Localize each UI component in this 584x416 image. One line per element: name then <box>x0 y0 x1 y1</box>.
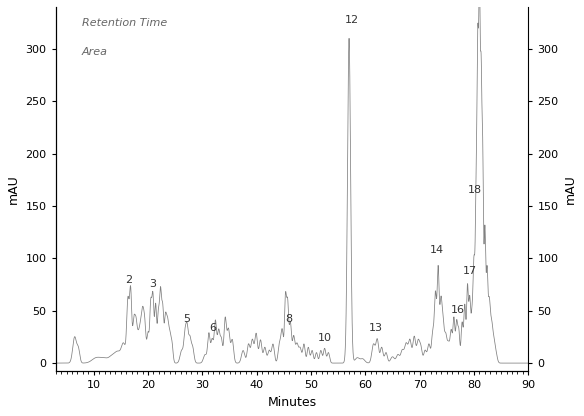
Y-axis label: mAU: mAU <box>7 174 20 204</box>
Text: 2: 2 <box>126 275 133 285</box>
Text: 6: 6 <box>210 323 217 333</box>
Text: 10: 10 <box>318 333 332 343</box>
Text: 18: 18 <box>468 186 482 196</box>
Text: 14: 14 <box>430 245 444 255</box>
Text: 12: 12 <box>345 15 359 25</box>
Text: 3: 3 <box>149 279 156 289</box>
Text: Area: Area <box>82 47 107 57</box>
X-axis label: Minutes: Minutes <box>267 396 317 409</box>
Text: 8: 8 <box>286 314 293 324</box>
Text: 5: 5 <box>183 314 190 324</box>
Text: 16: 16 <box>451 305 465 315</box>
Text: 17: 17 <box>463 266 477 276</box>
Y-axis label: mAU: mAU <box>564 174 577 204</box>
Text: Retention Time: Retention Time <box>82 18 167 28</box>
Text: 13: 13 <box>369 323 383 333</box>
